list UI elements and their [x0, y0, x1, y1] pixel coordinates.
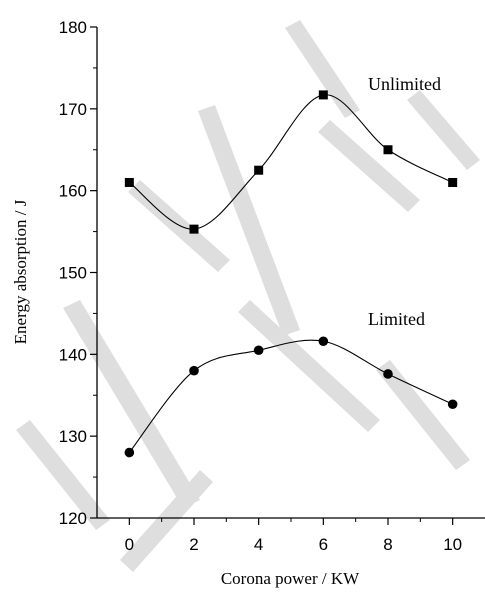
y-tick-label: 120	[59, 509, 87, 528]
data-point-square	[124, 177, 134, 187]
watermark-stroke	[63, 300, 200, 508]
x-tick-label: 10	[443, 535, 462, 554]
y-tick-label: 140	[59, 345, 87, 364]
x-tick-label: 8	[383, 535, 392, 554]
y-tick-label: 170	[59, 100, 87, 119]
y-tick-label: 160	[59, 182, 87, 201]
watermark-stroke	[376, 360, 470, 470]
points	[124, 90, 458, 458]
watermark-stroke	[238, 300, 380, 432]
data-point-circle	[189, 365, 199, 376]
x-tick-label: 6	[319, 535, 328, 554]
x-tick-label: 4	[254, 535, 263, 554]
data-point-square	[189, 224, 199, 234]
data-point-square	[318, 90, 328, 100]
data-point-square	[383, 145, 393, 155]
watermark-stroke	[128, 180, 230, 272]
data-point-circle	[383, 369, 393, 379]
data-point-circle	[124, 447, 135, 458]
x-tick-label: 2	[189, 535, 198, 554]
data-point-circle	[253, 345, 264, 356]
data-point-square	[254, 165, 264, 175]
data-point-circle	[318, 336, 329, 347]
watermark-stroke	[318, 120, 420, 212]
y-axis-title: Energy absorption / J	[11, 199, 30, 344]
labels: 120 130 140 150 160 170 180 0 2 4 6 8 10 Corona power…	[11, 18, 462, 588]
watermark-stroke	[120, 470, 213, 572]
watermark-stroke	[16, 420, 110, 530]
axes	[90, 26, 485, 525]
series-line-unlimited	[129, 94, 453, 230]
data-point-circle	[447, 399, 458, 410]
series-label-limited: Limited	[368, 309, 425, 329]
y-tick-label: 130	[59, 427, 87, 446]
watermark-stroke	[407, 90, 480, 170]
watermark-stroke	[198, 105, 300, 336]
series-label-unlimited: Unlimited	[368, 74, 441, 94]
x-tick-label: 0	[125, 535, 134, 554]
x-axis-title: Corona power / KW	[221, 569, 360, 588]
y-tick-label: 180	[59, 18, 87, 37]
data-point-square	[448, 177, 458, 187]
watermark-stroke	[285, 20, 360, 118]
y-tick-label: 150	[59, 264, 87, 283]
